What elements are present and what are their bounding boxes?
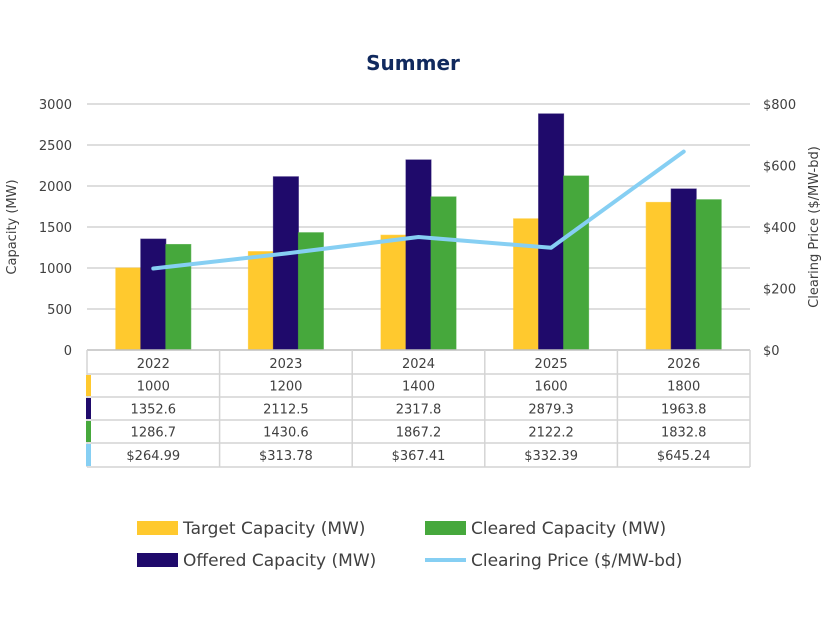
bar-0-2026 (645, 201, 672, 351)
bar-1-2025 (538, 113, 565, 351)
table-cell: $367.41 (392, 449, 446, 464)
clearing-price-line (151, 149, 686, 271)
table-cell: 1400 (402, 380, 435, 395)
bar-1-2026 (670, 188, 697, 351)
bar-1-2022 (140, 238, 167, 351)
table-cell: 1800 (667, 380, 700, 395)
bar-0-2023 (247, 251, 274, 351)
y-tick-label: 2500 (39, 139, 72, 154)
table-cell: $332.39 (524, 449, 578, 464)
y2-tick-label: $600 (763, 160, 796, 175)
legend-label: Target Capacity (MW) (182, 519, 365, 539)
table-cell: 2112.5 (263, 403, 309, 418)
legend-swatch (425, 521, 466, 535)
category-label: 2024 (402, 357, 435, 372)
table-cell: 1200 (269, 380, 302, 395)
table-cell: 1832.8 (661, 426, 707, 441)
table-legend-key (86, 421, 91, 442)
table-cell: $313.78 (259, 449, 313, 464)
legend-swatch (137, 553, 178, 567)
table-legend-key (86, 444, 91, 466)
bar-1-2024 (405, 159, 432, 351)
bar-0-2022 (115, 267, 142, 351)
table-legend-key (86, 375, 91, 396)
chart-title: Summer (366, 51, 460, 75)
bar-0-2025 (513, 218, 540, 351)
table-cell: 1352.6 (131, 403, 177, 418)
bar-0-2024 (380, 234, 407, 351)
table-cell: 1000 (137, 380, 170, 395)
bar-1-2023 (272, 176, 299, 351)
y-tick-label: 2000 (39, 180, 72, 195)
y2-axis-title: Clearing Price ($/MW-bd) (807, 146, 822, 308)
legend-swatch (137, 521, 178, 535)
y-tick-label: 1000 (39, 262, 72, 277)
y2-tick-label: $400 (763, 221, 796, 236)
table-cell: 1600 (535, 380, 568, 395)
legend-label: Offered Capacity (MW) (183, 551, 376, 571)
table-cell: 1430.6 (263, 426, 309, 441)
table-cell: 1286.7 (131, 426, 177, 441)
y2-tick-label: $200 (763, 283, 796, 298)
table-cell: $645.24 (657, 449, 711, 464)
bar-2-2025 (563, 175, 590, 351)
y2-tick-label: $0 (763, 344, 780, 359)
table-cell: 1963.8 (661, 403, 707, 418)
table-cell: 1867.2 (396, 426, 442, 441)
y-axis-title: Capacity (MW) (5, 179, 20, 274)
table-cell: $264.99 (126, 449, 180, 464)
category-label: 2023 (269, 357, 302, 372)
table-cell: 2317.8 (396, 403, 442, 418)
y-tick-label: 1500 (39, 221, 72, 236)
category-label: 2026 (667, 357, 700, 372)
table-legend-key (86, 398, 91, 419)
bar-2-2026 (695, 199, 722, 351)
category-label: 2025 (535, 357, 568, 372)
table-cell: 2122.2 (528, 426, 574, 441)
y-tick-label: 500 (47, 303, 72, 318)
y-tick-label: 3000 (39, 98, 72, 113)
legend-label: Clearing Price ($/MW-bd) (471, 551, 682, 571)
y-tick-label: 0 (64, 344, 72, 359)
category-label: 2022 (137, 357, 170, 372)
table-cell: 2879.3 (528, 403, 574, 418)
y2-tick-label: $800 (763, 98, 796, 113)
bar-2-2022 (165, 243, 192, 351)
legend-label: Cleared Capacity (MW) (471, 519, 666, 539)
bar-2-2024 (430, 196, 457, 351)
